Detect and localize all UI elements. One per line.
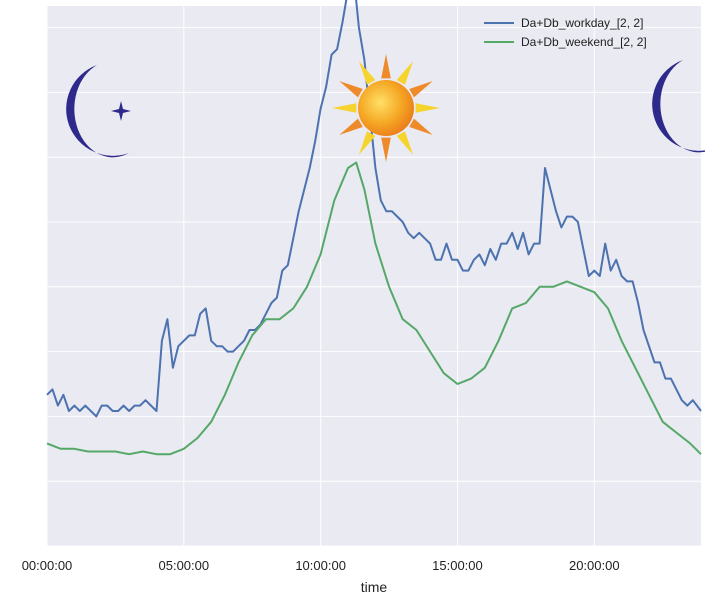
legend-item-workday: Da+Db_workday_[2, 2] [484,16,643,30]
grid [46,6,701,547]
legend-label-weekend: Da+Db_weekend_[2, 2] [521,35,647,49]
sun-ray [381,137,391,162]
sun-ray [396,61,413,85]
legend-item-weekend: Da+Db_weekend_[2, 2] [484,35,647,49]
series-lines [46,0,702,456]
sun-ray [359,61,376,85]
sun-ray [359,131,376,155]
x-tick-label: 15:00:00 [432,558,483,573]
legend-label-workday: Da+Db_workday_[2, 2] [521,16,643,30]
sun-ray [332,103,357,113]
x-tick-label: 10:00:00 [295,558,346,573]
series-line-weekend [46,161,702,456]
sun-ray [339,118,363,135]
sun-ray [396,131,413,155]
series-line-workday [46,0,702,418]
sun-ray [339,81,363,98]
x-tick-label: 00:00:00 [22,558,73,573]
moon-icon [652,60,705,153]
legend: Da+Db_workday_[2, 2] Da+Db_weekend_[2, 2… [484,16,647,49]
sun-ray [415,103,440,113]
x-tick-label: 20:00:00 [569,558,620,573]
sun-ray [381,54,391,79]
sun-ray [409,81,433,98]
star-icon [111,101,131,121]
sun-icon [332,54,440,162]
x-axis-label: time [361,579,388,595]
x-axis-ticks: 00:00:00 05:00:00 10:00:00 15:00:00 20:00:00 [22,558,620,573]
sun-ray [409,118,433,135]
x-tick-label: 05:00:00 [159,558,210,573]
